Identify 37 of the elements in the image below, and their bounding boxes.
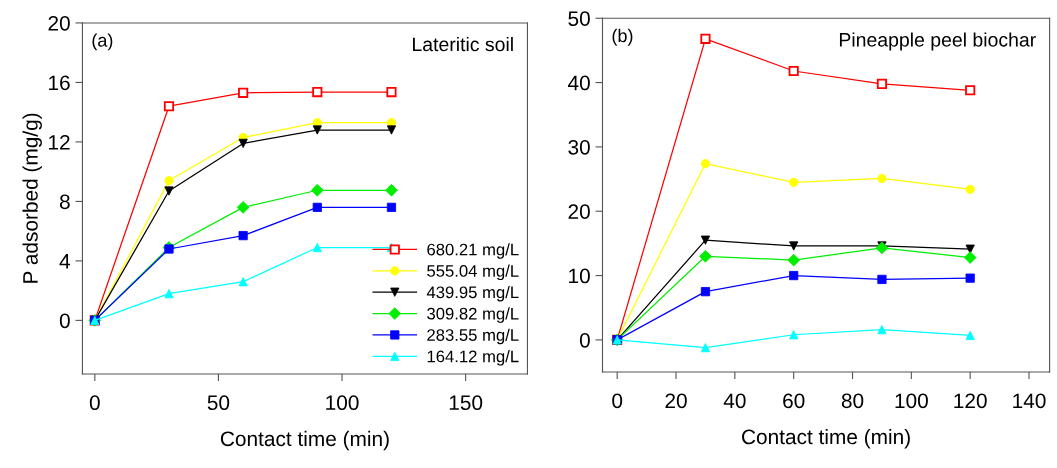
x-tick-label: 50	[207, 395, 230, 411]
x-axis-title: Contact time (min)	[742, 428, 910, 449]
x-tick-label: 40	[723, 393, 746, 409]
x-tick-label: 100	[895, 393, 928, 409]
x-tick-label: 0	[89, 395, 100, 411]
annotation: Lateritic soil	[413, 36, 513, 52]
annotation: (b)	[612, 28, 633, 46]
y-tick-label: 50	[568, 11, 590, 27]
x-tick-label: 150	[449, 395, 483, 411]
y-tick-label: 20	[568, 204, 590, 219]
legend-label: 164.12 mg/L	[427, 350, 519, 366]
legend-label: 283.55 mg/L	[427, 328, 519, 345]
x-tick-label: 80	[841, 393, 864, 409]
legend-label: 439.95 mg/L	[426, 285, 519, 302]
y-axis-title: P adsorbed (mg/g)	[22, 113, 42, 283]
x-tick-label: 0	[612, 393, 623, 409]
x-tick-label: 100	[326, 395, 359, 411]
y-tick-label: 40	[567, 75, 590, 91]
y-tick-label: 10	[569, 268, 590, 284]
y-tick-label: 0	[59, 313, 70, 329]
legend-label: 309.82 mg/L	[427, 307, 519, 323]
annotation: Pineapple peel biochar	[839, 32, 1036, 51]
y-tick-label: 4	[59, 254, 71, 269]
annotation: (a)	[92, 33, 113, 51]
y-tick-label: 30	[568, 139, 590, 155]
y-tick-label: 0	[579, 332, 590, 348]
x-tick-label: 120	[954, 393, 987, 409]
x-tick-label: 140	[1013, 393, 1046, 409]
legend-label: 555.04 mg/L	[427, 264, 519, 281]
x-tick-label: 60	[783, 393, 805, 409]
legend-label: 680.21 mg/L	[427, 243, 519, 259]
y-tick-label: 8	[59, 194, 70, 210]
y-tick-label: 12	[49, 134, 70, 150]
x-axis-title: Contact time (min)	[220, 430, 389, 451]
x-tick-label: 20	[665, 393, 687, 409]
y-tick-label: 20	[48, 15, 70, 31]
y-tick-label: 16	[49, 75, 70, 91]
